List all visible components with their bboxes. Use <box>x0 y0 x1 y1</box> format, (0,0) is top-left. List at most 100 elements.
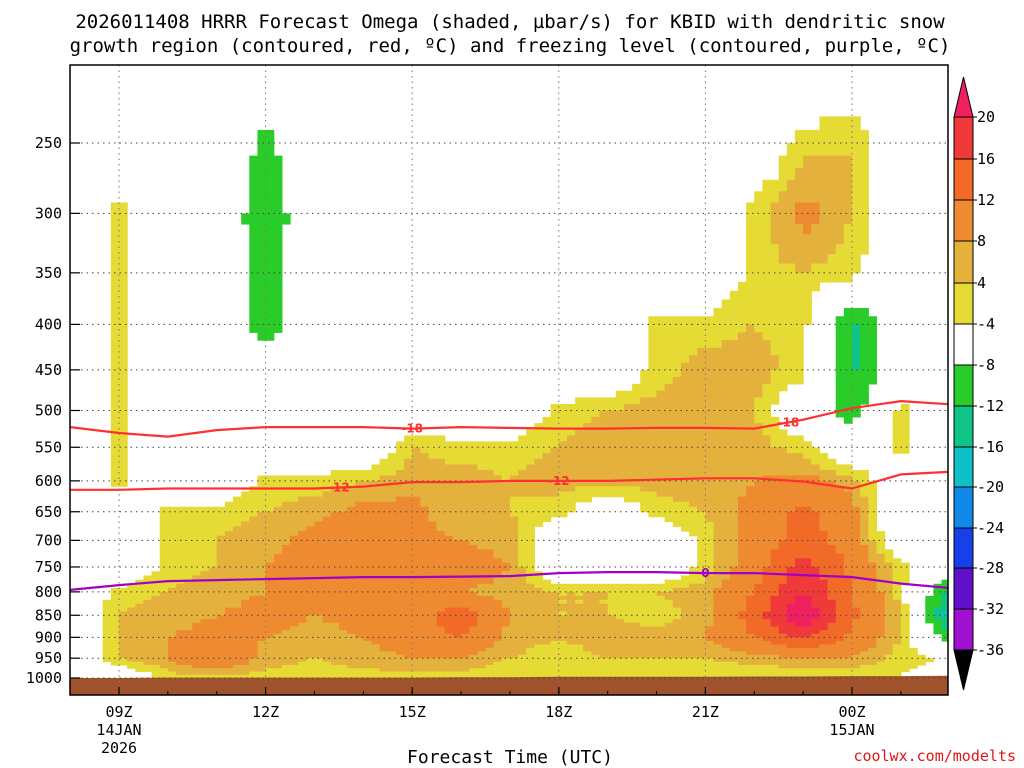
omega-cell <box>281 475 291 482</box>
omega-cell <box>330 540 340 546</box>
omega-cell <box>884 587 894 593</box>
omega-cell <box>803 234 812 245</box>
omega-cell <box>420 531 430 537</box>
omega-cell <box>371 587 381 593</box>
omega-cell <box>868 607 878 613</box>
omega-cell <box>290 511 299 518</box>
omega-cell <box>860 599 869 605</box>
omega-cell <box>184 587 193 593</box>
omega-cell <box>737 464 747 471</box>
omega-cell <box>509 637 519 642</box>
omega-cell <box>786 637 796 642</box>
omega-cell <box>680 626 690 631</box>
omega-cell <box>550 644 560 649</box>
omega-cell <box>754 202 764 214</box>
omega-cell <box>566 626 576 631</box>
omega-cell <box>640 626 649 631</box>
omega-cell <box>852 640 861 646</box>
omega-cell <box>151 671 161 676</box>
omega-cell <box>493 458 503 466</box>
omega-cell <box>461 603 470 609</box>
omega-cell <box>151 622 161 628</box>
omega-cell <box>518 469 527 477</box>
omega-cell <box>794 340 804 349</box>
omega-cell <box>770 469 780 477</box>
omega-cell <box>249 272 259 283</box>
omega-cell <box>705 566 715 572</box>
omega-cell <box>444 549 454 555</box>
omega-cell <box>770 587 780 593</box>
omega-cell <box>697 423 706 430</box>
omega-cell <box>697 316 706 325</box>
omega-cell <box>550 435 560 442</box>
omega-cell <box>737 637 747 642</box>
omega-cell <box>689 332 698 341</box>
omega-cell <box>632 435 641 442</box>
omega-cell <box>355 654 364 659</box>
omega-cell <box>273 491 283 498</box>
omega-cell <box>176 516 185 523</box>
omega-cell <box>387 511 397 518</box>
omega-cell <box>420 558 430 564</box>
omega-cell <box>501 441 511 448</box>
omega-cell <box>648 332 658 341</box>
omega-cell <box>656 511 666 518</box>
omega-cell <box>412 435 421 442</box>
omega-cell <box>835 595 845 601</box>
omega-cell <box>338 619 348 624</box>
omega-cell <box>379 562 389 568</box>
omega-cell <box>469 647 478 652</box>
omega-cell <box>827 611 837 616</box>
omega-cell <box>909 647 918 652</box>
omega-cell <box>461 496 470 503</box>
omega-cell <box>680 607 690 613</box>
omega-cell <box>159 535 169 541</box>
omega-cell <box>338 558 348 564</box>
omega-cell <box>233 531 242 537</box>
omega-cell <box>322 511 332 518</box>
omega-cell <box>485 640 495 646</box>
omega-cell <box>281 579 291 585</box>
omega-cell <box>599 654 609 659</box>
omega-cell <box>184 622 193 628</box>
omega-cell <box>697 591 706 597</box>
omega-cell <box>184 516 193 523</box>
omega-cell <box>265 213 275 225</box>
omega-cell <box>347 607 356 613</box>
omega-cell <box>786 223 796 235</box>
omega-cell <box>412 549 421 555</box>
omega-cell <box>306 521 316 527</box>
omega-cell <box>794 619 804 624</box>
omega-cell <box>770 496 780 503</box>
omega-cell <box>135 603 145 609</box>
omega-cell <box>737 516 747 523</box>
omega-cell <box>941 583 948 589</box>
omega-cell <box>241 651 250 656</box>
omega-cell <box>306 622 316 628</box>
omega-cell <box>167 595 177 601</box>
omega-cell <box>355 553 364 559</box>
omega-cell <box>852 599 861 605</box>
omega-cell <box>852 191 861 204</box>
omega-cell <box>884 562 894 568</box>
omega-cell <box>249 516 259 523</box>
omega-cell <box>493 544 503 551</box>
omega-cell <box>941 615 948 620</box>
omega-cell <box>526 480 535 487</box>
omega-cell <box>794 644 804 649</box>
omega-cell <box>713 307 723 317</box>
omega-cell <box>811 213 821 225</box>
omega-cell <box>461 453 470 460</box>
omega-cell <box>819 647 829 652</box>
omega-cell <box>835 647 845 652</box>
omega-cell <box>452 441 462 448</box>
omega-cell <box>860 562 869 568</box>
omega-cell <box>607 469 617 477</box>
omega-cell <box>778 575 788 581</box>
omega-cell <box>290 615 299 620</box>
omega-cell <box>680 575 690 581</box>
omega-cell <box>680 603 690 609</box>
omega-cell <box>583 644 592 649</box>
omega-cell <box>200 619 210 624</box>
